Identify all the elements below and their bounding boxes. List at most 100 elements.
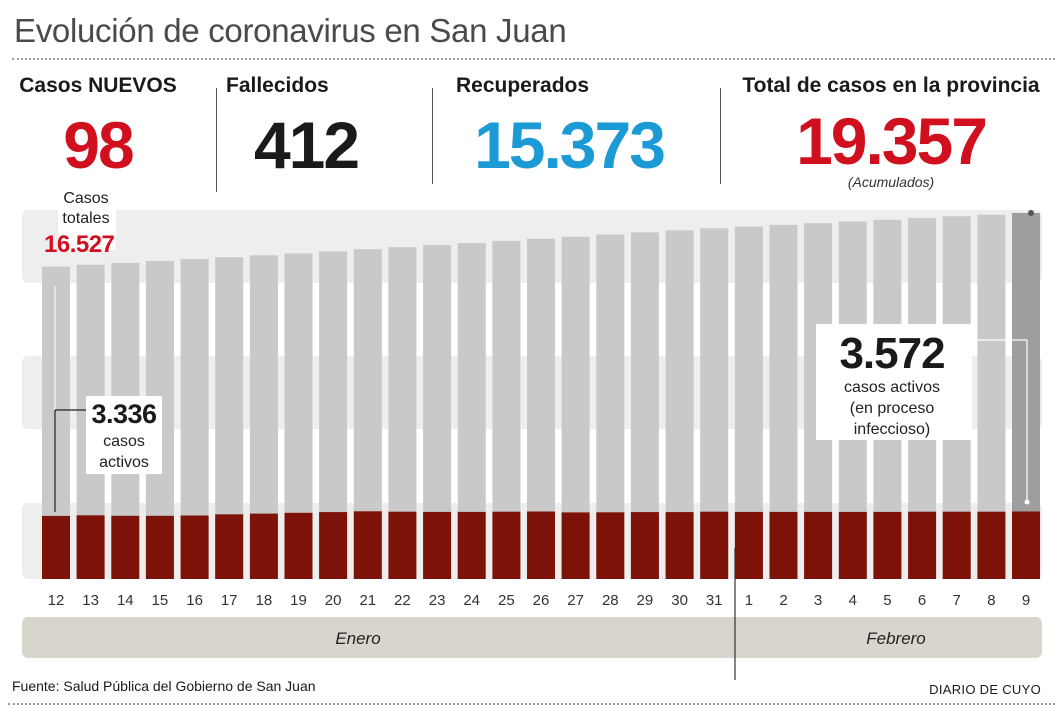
x-tick-label: 6 bbox=[918, 592, 926, 609]
bar-active-16 bbox=[180, 515, 209, 579]
x-tick-label: 24 bbox=[463, 592, 480, 609]
bar-active-23 bbox=[423, 511, 452, 579]
stat-recuperados-label: Recuperados bbox=[456, 74, 590, 97]
end-active-label-line1: casos activos bbox=[844, 379, 940, 396]
start-active-label-line1: casos bbox=[103, 433, 145, 450]
start-active-label-bg bbox=[86, 396, 162, 474]
stat-separator bbox=[216, 88, 217, 192]
x-tick-label: 1 bbox=[745, 592, 753, 609]
stat-fallecidos: Fallecidos 412 bbox=[226, 74, 386, 178]
x-tick-label: 22 bbox=[394, 592, 411, 609]
stat-total-note: (Acumulados) bbox=[847, 174, 935, 190]
stat-separator bbox=[432, 88, 433, 184]
bar-active-18 bbox=[249, 513, 278, 579]
end-active-label-bg bbox=[816, 324, 972, 440]
x-tick-label: 2 bbox=[779, 592, 787, 609]
x-tick-label: 28 bbox=[602, 592, 619, 609]
bar-active-19 bbox=[284, 512, 313, 579]
start-active-label-line2: activos bbox=[99, 454, 149, 471]
x-tick-label: 21 bbox=[359, 592, 376, 609]
x-tick-label: 15 bbox=[152, 592, 169, 609]
stat-recuperados: Recuperados 15.373 bbox=[446, 74, 692, 178]
stat-total-value: 19.357 bbox=[796, 104, 988, 178]
stat-separator bbox=[720, 88, 721, 184]
x-tick-label: 29 bbox=[637, 592, 654, 609]
bar-active-13 bbox=[76, 515, 105, 579]
end-active-label-line2: (en proceso bbox=[850, 400, 935, 417]
bar-active-31 bbox=[700, 511, 729, 579]
bar-active-7 bbox=[942, 511, 971, 579]
x-tick-label: 9 bbox=[1022, 592, 1030, 609]
bar-active-6 bbox=[908, 511, 937, 579]
bar-active-9 bbox=[1012, 511, 1040, 579]
x-tick-label: 14 bbox=[117, 592, 134, 609]
active-bars bbox=[42, 511, 1040, 579]
x-tick-label: 4 bbox=[849, 592, 857, 609]
bottom-dotted-divider bbox=[8, 703, 1055, 705]
x-tick-label: 12 bbox=[48, 592, 65, 609]
end-active-label-line3: infeccioso) bbox=[854, 421, 930, 438]
source-note: Fuente: Salud Pública del Gobierno de Sa… bbox=[12, 678, 316, 694]
bar-active-2 bbox=[769, 511, 798, 579]
stat-nuevos: Casos NUEVOS 98 bbox=[14, 74, 182, 178]
bar-active-30 bbox=[665, 512, 694, 579]
top-dotted-divider bbox=[12, 58, 1055, 60]
x-tick-label: 19 bbox=[290, 592, 307, 609]
month-label-febrero: Febrero bbox=[866, 629, 926, 648]
bar-active-24 bbox=[457, 511, 486, 579]
stat-nuevos-label: Casos NUEVOS bbox=[19, 74, 177, 97]
stat-fallecidos-label: Fallecidos bbox=[226, 74, 329, 97]
end-active-value: 3.572 bbox=[839, 329, 944, 378]
x-tick-label: 26 bbox=[533, 592, 550, 609]
bar-active-26 bbox=[527, 511, 555, 579]
bar-active-4 bbox=[838, 511, 867, 579]
bar-active-15 bbox=[145, 515, 174, 579]
x-tick-label: 8 bbox=[987, 592, 995, 609]
stat-recuperados-value: 15.373 bbox=[474, 108, 666, 182]
bar-active-21 bbox=[353, 511, 382, 579]
x-tick-label: 3 bbox=[814, 592, 822, 609]
stat-total: Total de casos en la provincia 19.357 (A… bbox=[738, 74, 1044, 190]
x-tick-label: 5 bbox=[883, 592, 891, 609]
end-total-dot bbox=[1028, 210, 1034, 216]
x-tick-label: 7 bbox=[953, 592, 961, 609]
x-tick-label: 20 bbox=[325, 592, 342, 609]
start-total-label-line1: Casos bbox=[63, 190, 108, 207]
bar-active-17 bbox=[215, 514, 244, 579]
bar-active-25 bbox=[492, 511, 521, 579]
x-tick-label: 18 bbox=[256, 592, 273, 609]
stat-nuevos-value: 98 bbox=[63, 108, 134, 182]
publisher-brand: DIARIO DE CUYO bbox=[929, 682, 1041, 697]
start-total-label-line2: totales bbox=[62, 210, 109, 227]
x-tick-label: 23 bbox=[429, 592, 446, 609]
month-strip bbox=[22, 617, 1042, 658]
bar-active-1 bbox=[734, 511, 763, 579]
bar-active-28 bbox=[596, 512, 625, 579]
x-tick-label: 16 bbox=[186, 592, 203, 609]
start-total-value: 16.527 bbox=[44, 231, 115, 258]
bar-active-8 bbox=[977, 511, 1006, 579]
x-tick-label: 17 bbox=[221, 592, 238, 609]
bar-active-14 bbox=[111, 515, 140, 579]
stat-fallecidos-value: 412 bbox=[253, 108, 360, 182]
month-label-enero: Enero bbox=[335, 629, 380, 648]
chart-title: Evolución de coronavirus en San Juan bbox=[14, 12, 567, 49]
x-tick-label: 13 bbox=[82, 592, 99, 609]
bar-active-29 bbox=[630, 512, 659, 579]
x-tick-labels: 12 13 14 15 16 17 18 19 20 21 22 23 24 25 26 27 28 29 30 31… bbox=[48, 592, 1031, 609]
end-leader-dot bbox=[1024, 499, 1030, 505]
bar-active-20 bbox=[319, 512, 348, 579]
x-tick-label: 31 bbox=[706, 592, 723, 609]
x-tick-label: 25 bbox=[498, 592, 515, 609]
bar-active-27 bbox=[561, 512, 590, 579]
x-tick-label: 27 bbox=[567, 592, 584, 609]
bar-active-12 bbox=[42, 515, 70, 579]
bar-active-3 bbox=[804, 511, 833, 579]
x-tick-label: 30 bbox=[671, 592, 688, 609]
bar-active-22 bbox=[388, 511, 417, 579]
stat-total-label: Total de casos en la provincia bbox=[742, 74, 1040, 97]
bar-active-5 bbox=[873, 511, 902, 579]
start-active-value: 3.336 bbox=[91, 399, 157, 429]
start-total-label-bg bbox=[58, 188, 116, 250]
